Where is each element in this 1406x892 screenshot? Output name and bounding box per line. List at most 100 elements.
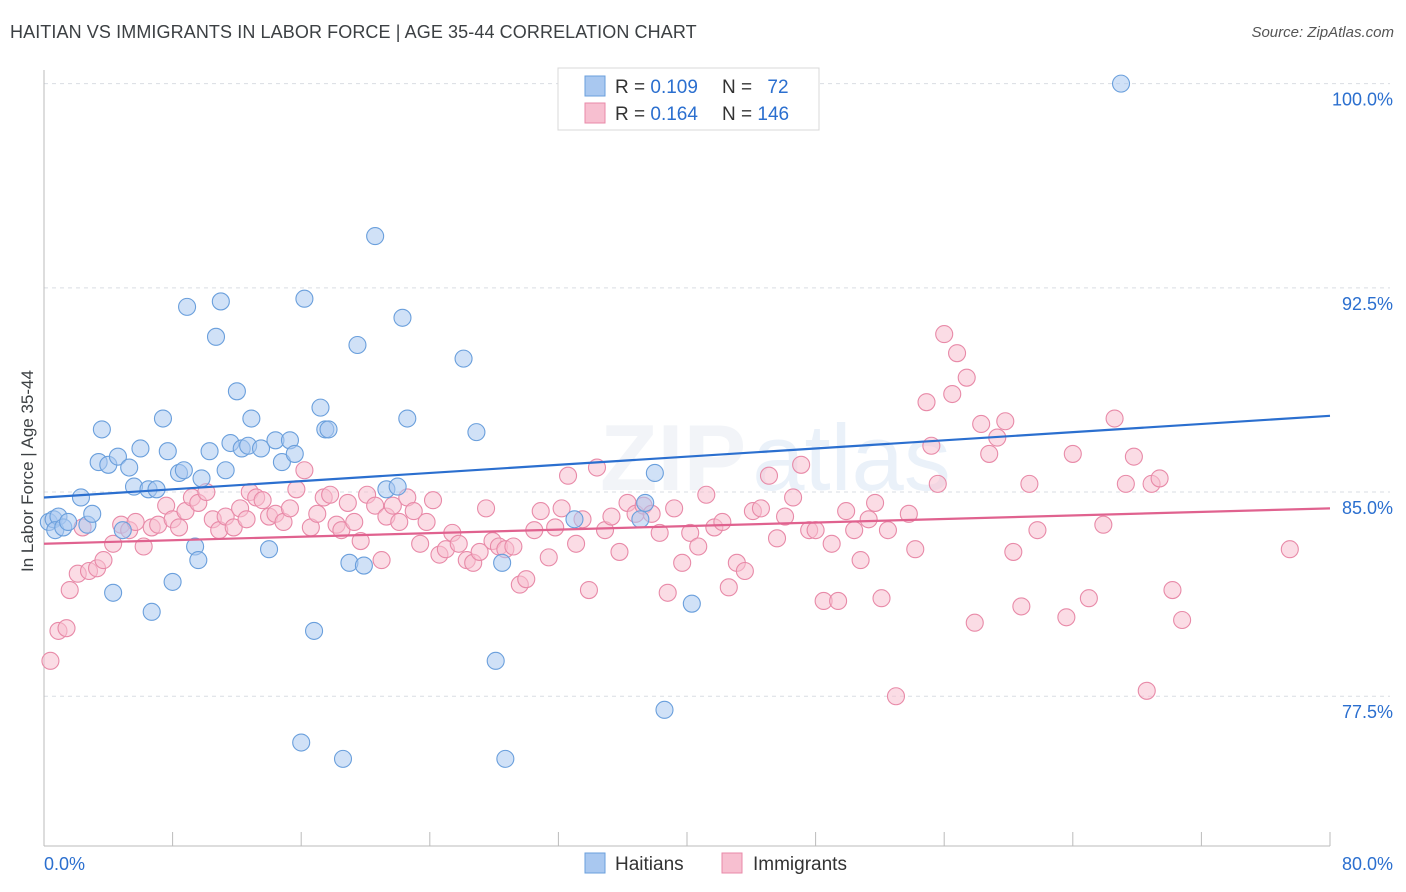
svg-text:R = 0.109: R = 0.109: [615, 77, 698, 98]
axes: [43, 70, 1331, 847]
point-haitians-55: [366, 227, 385, 246]
point-immigrants-144: [1116, 474, 1135, 493]
point-immigrants-74: [539, 548, 558, 567]
point-haitians-25: [174, 461, 193, 480]
point-immigrants-117: [866, 493, 885, 512]
point-immigrants-111: [822, 534, 841, 553]
point-immigrants-106: [784, 488, 803, 507]
svg-text:R = 0.164: R = 0.164: [615, 104, 698, 125]
x-tick-label-1: 80.0%: [1342, 854, 1393, 874]
point-immigrants-107: [792, 455, 811, 474]
point-immigrants-49: [372, 551, 391, 570]
x-tick-label-0: 0.0%: [44, 854, 85, 874]
point-immigrants-135: [1004, 542, 1023, 561]
point-immigrants-104: [767, 529, 787, 548]
point-haitians-17: [131, 439, 150, 458]
point-haitians-69: [655, 700, 674, 719]
point-haitians-64: [496, 749, 515, 768]
point-immigrants-127: [943, 384, 962, 404]
point-immigrants-3: [60, 581, 79, 600]
point-immigrants-114: [845, 521, 864, 540]
point-immigrants-83: [602, 507, 621, 526]
point-immigrants-2: [57, 619, 76, 638]
source-credit: Source: ZipAtlas.com: [1251, 24, 1394, 41]
point-immigrants-90: [658, 583, 677, 602]
point-haitians-23: [163, 572, 182, 591]
point-immigrants-37: [295, 461, 314, 480]
legend-label-haitians: Haitians: [615, 854, 684, 875]
point-haitians-10: [92, 420, 111, 439]
point-immigrants-0: [41, 651, 60, 670]
svg-text:ZIPatlas: ZIPatlas: [600, 405, 951, 510]
point-immigrants-28: [237, 510, 256, 529]
point-immigrants-56: [417, 512, 436, 532]
stats-r-label-immigrants: R =: [615, 104, 650, 125]
point-immigrants-150: [1173, 610, 1192, 630]
point-haitians-45: [292, 733, 311, 752]
point-haitians-31: [206, 327, 226, 346]
point-immigrants-143: [1105, 409, 1124, 428]
point-haitians-22: [158, 442, 177, 461]
point-immigrants-77: [558, 466, 578, 485]
point-immigrants-118: [872, 589, 891, 608]
point-haitians-26: [178, 297, 197, 316]
point-immigrants-131: [972, 414, 991, 434]
point-immigrants-141: [1079, 589, 1098, 608]
stats-n-label-immigrants: N =: [722, 104, 757, 125]
point-haitians-53: [348, 335, 367, 355]
stats-swatch-haitians: [584, 75, 606, 97]
point-immigrants-26: [224, 518, 243, 537]
point-immigrants-128: [948, 344, 967, 363]
point-immigrants-140: [1063, 444, 1082, 463]
point-haitians-6: [71, 488, 91, 507]
legend-label-immigrants: Immigrants: [753, 854, 847, 875]
series-legend: Haitians Immigrants: [584, 852, 847, 875]
point-immigrants-121: [899, 504, 918, 523]
stats-n-value-haitians: 72: [767, 77, 788, 98]
point-immigrants-125: [928, 474, 947, 493]
point-immigrants-112: [829, 591, 848, 610]
grid-lines: [44, 83, 1390, 697]
point-immigrants-8: [94, 551, 113, 570]
watermark-atlas: atlas: [752, 405, 951, 510]
point-haitians-5: [59, 512, 78, 532]
point-immigrants-44: [338, 493, 357, 512]
point-immigrants-137: [1020, 474, 1039, 493]
point-haitians-67: [636, 493, 655, 512]
point-immigrants-95: [697, 485, 716, 504]
point-haitians-46: [295, 289, 314, 308]
y-tick-label-0: 100.0%: [1332, 90, 1393, 110]
point-immigrants-134: [996, 412, 1015, 431]
stats-r-value-haitians: 0.109: [650, 77, 698, 98]
point-haitians-59: [398, 409, 417, 428]
point-haitians-70: [682, 594, 701, 613]
y-tick-label-2: 85.0%: [1342, 498, 1393, 518]
point-immigrants-65: [477, 499, 496, 518]
point-immigrants-146: [1137, 681, 1156, 700]
point-immigrants-69: [504, 537, 523, 556]
point-immigrants-80: [579, 581, 598, 600]
stats-r-label-haitians: R =: [615, 77, 650, 98]
watermark: ZIPatlas: [600, 405, 951, 510]
point-immigrants-100: [735, 561, 754, 581]
point-immigrants-119: [878, 521, 897, 540]
point-immigrants-130: [965, 613, 984, 632]
point-immigrants-39: [308, 504, 327, 523]
point-immigrants-89: [650, 523, 669, 542]
stats-swatch-immigrants: [584, 102, 606, 124]
tick-labels: 100.0% 92.5% 85.0% 77.5% 0.0% 80.0%: [44, 90, 1393, 874]
point-immigrants-46: [351, 531, 370, 551]
point-haitians-15: [120, 458, 139, 477]
point-immigrants-109: [806, 521, 825, 540]
stats-n-value-immigrants: 146: [757, 104, 789, 125]
series-immigrants: [41, 325, 1299, 706]
point-haitians-19: [142, 602, 161, 621]
point-immigrants-18: [169, 518, 189, 537]
legend-swatch-haitians: [584, 852, 606, 874]
trend-line-immigrants: [43, 507, 1331, 545]
point-immigrants-149: [1163, 581, 1182, 600]
point-immigrants-36: [287, 480, 306, 499]
point-immigrants-91: [665, 499, 684, 518]
point-immigrants-41: [321, 485, 340, 504]
